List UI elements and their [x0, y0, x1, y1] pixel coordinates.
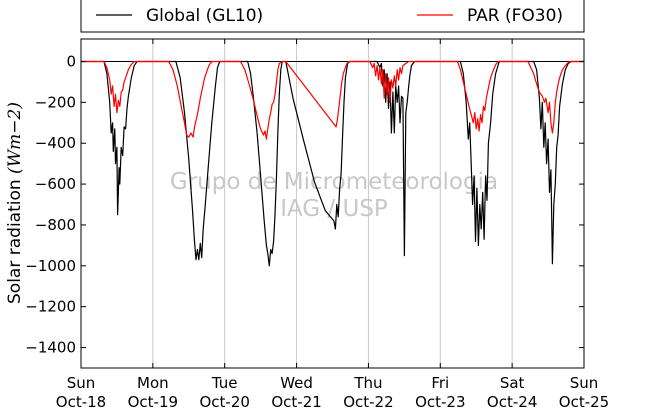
x-tick-label-date-6: Oct-24	[487, 393, 537, 409]
x-tick-label-day-2: Tue	[211, 374, 238, 392]
x-tick-label-date-7: Oct-25	[559, 393, 609, 409]
y-tick-label-5: −1000	[25, 257, 76, 275]
x-axis: SunOct-18MonOct-19TueOct-20WedOct-21ThuO…	[56, 39, 609, 409]
series-line-0	[81, 60, 584, 267]
watermark: Grupo de Micrometeorologia IAG / USP	[170, 169, 498, 222]
series-layer	[81, 60, 584, 267]
y-tick-label-0: 0	[66, 52, 76, 70]
x-tick-label-day-5: Fri	[431, 374, 449, 392]
plot-frame	[80, 38, 585, 369]
x-tick-label-date-0: Oct-18	[56, 393, 106, 409]
x-tick-label-day-1: Mon	[137, 374, 169, 392]
x-tick-label-date-5: Oct-23	[415, 393, 465, 409]
y-tick-label-6: −1200	[25, 298, 76, 316]
y-axis-label: Solar radiation (Wm−2)	[5, 102, 25, 304]
x-tick-label-date-3: Oct-21	[271, 393, 321, 409]
legend-label-1: PAR (FO30)	[467, 6, 563, 26]
y-tick-label-7: −1400	[25, 339, 76, 357]
y-tick-label-1: −200	[35, 93, 76, 111]
y-tick-label-3: −600	[35, 175, 76, 193]
legend-label-0: Global (GL10)	[146, 6, 263, 26]
watermark-line-1: Grupo de Micrometeorologia	[170, 169, 498, 195]
grid-lines	[152, 39, 513, 368]
x-tick-label-day-0: Sun	[67, 374, 96, 392]
series-line-1	[81, 60, 584, 140]
x-tick-label-date-2: Oct-20	[199, 393, 249, 409]
y-axis: 0 −200 −400 −600 −800 −1000 −1200 −1400	[25, 52, 584, 357]
y-tick-label-4: −800	[35, 216, 76, 234]
y-tick-label-2: −400	[35, 134, 76, 152]
x-tick-label-day-6: Sat	[500, 374, 525, 392]
x-tick-label-date-1: Oct-19	[128, 393, 178, 409]
x-tick-label-day-3: Wed	[280, 374, 313, 392]
watermark-line-2: IAG / USP	[280, 196, 388, 222]
x-tick-label-date-4: Oct-22	[343, 393, 393, 409]
legend: Global (GL10) PAR (FO30)	[80, 0, 585, 33]
x-tick-label-day-4: Thu	[353, 374, 382, 392]
x-tick-label-day-7: Sun	[570, 374, 599, 392]
legend-box	[80, 0, 585, 33]
